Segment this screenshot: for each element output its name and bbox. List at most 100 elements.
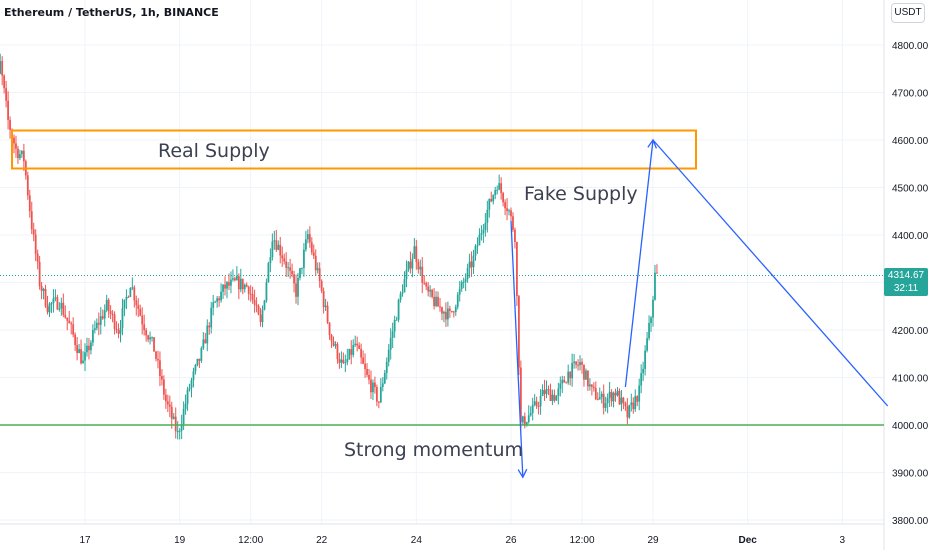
candle-body — [166, 401, 169, 405]
candle-body — [162, 379, 165, 395]
candle-body — [188, 387, 191, 390]
fake-supply-label: Fake Supply — [524, 183, 638, 205]
candle-body — [403, 279, 406, 293]
candle-body — [602, 393, 605, 408]
candle-body — [488, 198, 491, 210]
candle-body — [423, 282, 426, 284]
candle-body — [594, 388, 597, 400]
candle-body — [472, 255, 475, 268]
last-price-value: 4314.67 — [887, 270, 925, 281]
candle-body — [476, 245, 479, 247]
projection-arrow-line[interactable] — [624, 139, 654, 388]
candle-body — [652, 299, 654, 318]
candle-body — [464, 279, 467, 282]
candle-body — [253, 299, 256, 305]
currency-button[interactable]: USDT — [891, 3, 925, 23]
candle-body — [26, 175, 29, 196]
candle-body — [654, 272, 656, 300]
candle-body — [421, 266, 424, 283]
strong-momentum-label: Strong momentum — [344, 439, 524, 461]
candle-body — [358, 345, 361, 349]
candle-body — [328, 322, 331, 335]
candle-body — [30, 211, 33, 230]
candle-body — [590, 384, 593, 387]
candle-body — [411, 258, 414, 269]
candle-body — [504, 202, 506, 209]
candle-body — [113, 314, 116, 329]
candle-body — [638, 385, 641, 402]
candle-body — [80, 349, 82, 364]
candle-body — [419, 266, 422, 270]
candle-body — [470, 261, 473, 268]
candle-body — [312, 252, 315, 256]
price-tick-label: 4100.00 — [892, 374, 929, 385]
candle-body — [91, 330, 94, 343]
real-supply-zone[interactable] — [11, 129, 697, 170]
candle-body — [103, 310, 106, 319]
candle-body — [243, 284, 246, 290]
candle-body — [68, 320, 71, 324]
projection-arrow-line[interactable] — [652, 139, 889, 407]
candle-body — [468, 261, 471, 268]
candle-body — [17, 148, 19, 159]
last-price-badge: 4314.67 32:11 — [884, 268, 928, 296]
candle-body — [443, 311, 445, 314]
candle-body — [5, 88, 8, 101]
time-tick-label: 17 — [79, 535, 91, 546]
candle-body — [206, 325, 209, 344]
candle-body — [186, 389, 189, 404]
candle-body — [360, 348, 363, 358]
candle-body — [484, 222, 487, 230]
candle-body — [257, 305, 260, 315]
candle-body — [62, 302, 65, 315]
candle-body — [622, 397, 625, 403]
candle-body — [539, 396, 542, 407]
candle-body — [117, 330, 120, 334]
candle-body — [119, 328, 122, 334]
candle-body — [551, 394, 554, 402]
candle-body — [141, 315, 144, 325]
candle-body — [620, 397, 623, 405]
candle-body — [299, 268, 301, 278]
candle-body — [9, 119, 11, 130]
candle-body — [50, 303, 53, 305]
candle-body — [581, 361, 583, 365]
candle-body — [172, 416, 175, 419]
candle-body — [478, 234, 481, 246]
candle-body — [496, 189, 499, 191]
candle-body — [377, 401, 380, 403]
candle-body — [133, 287, 136, 301]
price-tick-label: 4400.00 — [892, 231, 929, 242]
candle-body — [194, 364, 197, 372]
candle-body — [214, 301, 217, 303]
candle-body — [565, 382, 568, 384]
candle-body — [237, 276, 240, 290]
candle-body — [588, 384, 591, 387]
real-supply-label: Real Supply — [158, 140, 270, 162]
candle-body — [577, 364, 579, 366]
candle-body — [212, 302, 215, 308]
candle-body — [155, 351, 157, 359]
candle-body — [531, 404, 534, 413]
candle-body — [281, 255, 284, 259]
candle-body — [218, 298, 221, 301]
candle-body — [492, 195, 495, 202]
candle-body — [573, 361, 576, 363]
candle-body — [176, 431, 179, 433]
projection-arrow-line[interactable] — [510, 220, 524, 478]
candle-body — [22, 150, 25, 162]
candle-body — [111, 313, 114, 315]
candle-body — [28, 195, 31, 212]
price-tick-label: 4600.00 — [892, 136, 929, 147]
candle-body — [306, 234, 309, 240]
candle-body — [372, 382, 374, 393]
candle-body — [107, 299, 110, 311]
candle-body — [366, 369, 368, 375]
candle-body — [399, 293, 402, 300]
candle-body — [76, 345, 79, 354]
candle-body — [36, 253, 39, 262]
candle-body — [441, 307, 443, 314]
candle-body — [502, 193, 505, 203]
candle-body — [269, 257, 272, 264]
